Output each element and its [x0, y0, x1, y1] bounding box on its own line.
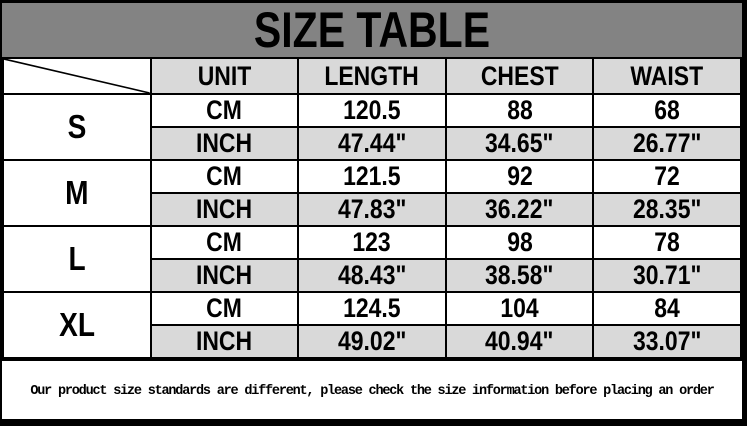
chest-cell: 98 [444, 225, 595, 260]
unit-cell: CM [149, 291, 300, 326]
value: 88 [506, 95, 533, 125]
table-row: INCH 47.44" 34.65" 26.77" [3, 126, 742, 161]
chest-cell: 92 [444, 159, 595, 194]
value: 40.94" [485, 326, 554, 356]
value: 68 [654, 95, 680, 125]
value: 48.43" [337, 260, 407, 290]
value: 30.71" [633, 260, 702, 290]
unit-label: CM [206, 95, 243, 125]
column-header-label: CHEST [480, 60, 559, 91]
length-cell: 121.5 [297, 159, 447, 194]
length-cell: 120.5 [297, 93, 447, 128]
chest-cell: 36.22" [444, 192, 595, 227]
value: 98 [506, 227, 533, 257]
table-row: M CM 121.5 92 72 [2, 159, 742, 227]
unit-label: CM [206, 293, 243, 323]
length-cell: 48.43" [297, 258, 447, 293]
chest-cell: 34.65" [444, 126, 595, 161]
unit-cell: CM [149, 225, 300, 260]
length-cell: 47.44" [297, 126, 447, 161]
waist-cell: 68 [592, 93, 742, 128]
value: 78 [654, 227, 680, 257]
column-header-length: LENGTH [297, 57, 447, 95]
unit-cell: INCH [149, 192, 300, 227]
unit-label: INCH [196, 194, 253, 224]
waist-cell: 26.77" [592, 126, 742, 161]
column-header-chest: CHEST [444, 57, 595, 95]
unit-label: CM [206, 227, 243, 257]
value: 49.02" [337, 326, 407, 356]
column-header-unit: UNIT [149, 57, 300, 95]
waist-cell: 78 [592, 225, 742, 260]
size-label-xl: XL [2, 291, 152, 359]
unit-label: CM [206, 161, 243, 191]
waist-cell: 28.35" [592, 192, 742, 227]
corner-diagonal-cell [2, 57, 152, 95]
waist-cell: 33.07" [592, 324, 742, 359]
length-cell: 47.83" [297, 192, 447, 227]
length-cell: 124.5 [297, 291, 447, 326]
waist-cell: 30.71" [592, 258, 742, 293]
value: 33.07" [633, 326, 702, 356]
value: 38.58" [485, 260, 554, 290]
size-label-l: L [2, 225, 152, 293]
column-header-label: UNIT [197, 60, 252, 91]
unit-cell: CM [149, 159, 300, 194]
unit-cell: INCH [149, 126, 300, 161]
value: 92 [506, 161, 533, 191]
value: 47.44" [337, 128, 407, 158]
chest-cell: 104 [444, 291, 595, 326]
value: 124.5 [343, 293, 401, 323]
chest-cell: 88 [444, 93, 595, 128]
size-label-s: S [2, 93, 152, 161]
footnote-box: Our product size standards are different… [2, 359, 742, 419]
size-label: XL [58, 306, 95, 343]
table-row: XL CM 124.5 104 84 [2, 291, 742, 359]
table-row: INCH 49.02" 40.94" 33.07" [3, 324, 742, 359]
unit-cell: CM [149, 93, 300, 128]
size-label-m: M [2, 159, 152, 227]
size-label: M [65, 174, 89, 211]
table-row: L CM 123 98 78 [2, 225, 742, 293]
value: 28.35" [633, 194, 702, 224]
page-title: SIZE TABLE [253, 2, 491, 58]
value: 84 [654, 293, 680, 323]
size-label: S [67, 108, 87, 145]
table-row: S CM 120.5 88 68 [2, 93, 742, 161]
value: 34.65" [485, 128, 554, 158]
waist-cell: 72 [592, 159, 742, 194]
size-label: L [68, 240, 86, 277]
chest-cell: 40.94" [444, 324, 595, 359]
length-cell: 49.02" [297, 324, 447, 359]
unit-label: INCH [196, 326, 253, 356]
chest-cell: 38.58" [444, 258, 595, 293]
column-header-label: LENGTH [324, 60, 420, 91]
value: 121.5 [343, 161, 401, 191]
header-row: UNIT LENGTH CHEST WAIST [2, 57, 742, 95]
value: 104 [500, 293, 539, 323]
waist-cell: 84 [592, 291, 742, 326]
unit-cell: INCH [149, 258, 300, 293]
unit-cell: INCH [149, 324, 300, 359]
length-cell: 123 [297, 225, 447, 260]
value: 26.77" [633, 128, 702, 158]
size-table: UNIT LENGTH CHEST WAIST S CM 120.5 88 68… [2, 57, 742, 359]
unit-label: INCH [196, 260, 253, 290]
unit-label: INCH [196, 128, 253, 158]
table-row: INCH 47.83" 36.22" 28.35" [3, 192, 742, 227]
column-header-waist: WAIST [592, 57, 742, 95]
value: 72 [654, 161, 680, 191]
value: 47.83" [337, 194, 407, 224]
footnote-text: Our product size standards are different… [30, 383, 714, 399]
column-header-label: WAIST [630, 60, 704, 91]
title-band: SIZE TABLE [2, 3, 742, 57]
diagonal-line-icon [4, 59, 150, 93]
value: 123 [352, 227, 392, 257]
value: 120.5 [343, 95, 401, 125]
value: 36.22" [485, 194, 554, 224]
table-row: INCH 48.43" 38.58" 30.71" [3, 258, 742, 293]
